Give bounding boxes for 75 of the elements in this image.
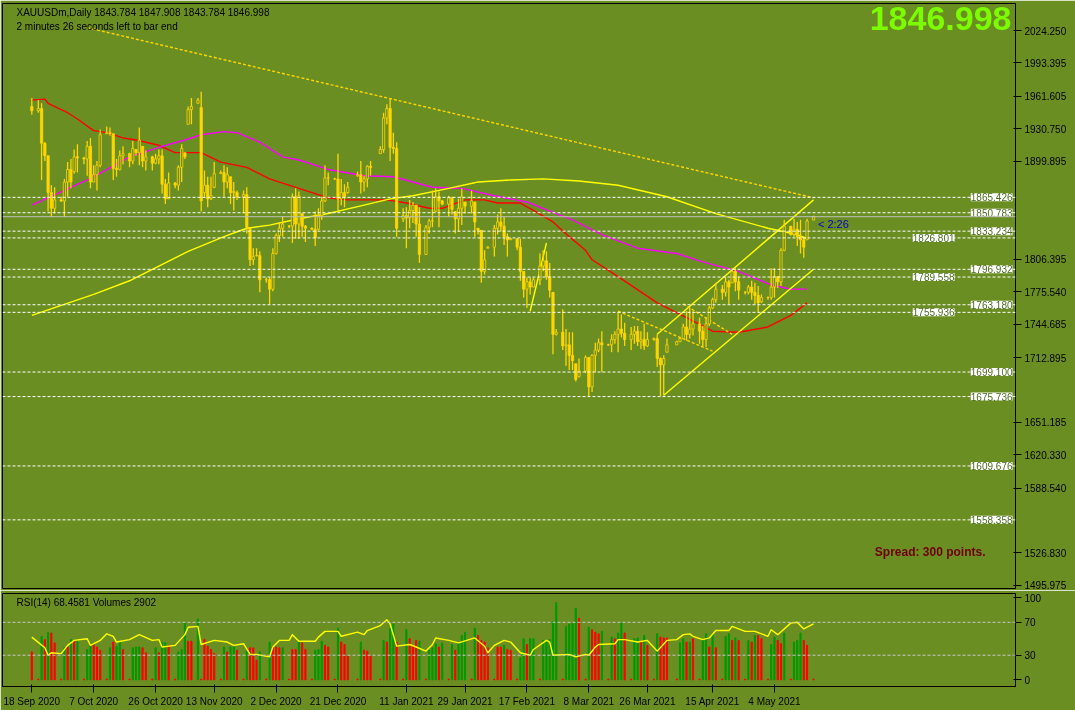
line-series: [31, 98, 808, 333]
candlestick: [639, 330, 643, 350]
candlestick: [75, 143, 79, 174]
candlestick: [411, 201, 415, 224]
candlestick: [225, 166, 229, 189]
y-tick-label: 1495.975: [1024, 580, 1067, 592]
y-tick-label: 1961.605: [1024, 91, 1067, 103]
y-tick-label: 1651.185: [1024, 417, 1067, 429]
candlestick: [769, 267, 773, 301]
ref-line-label: 1558.358: [970, 514, 1013, 526]
candlestick: [642, 323, 646, 351]
chart-title: RSI(14) 68.4581 Volumes 2902: [16, 596, 157, 608]
candlestick: [144, 149, 148, 172]
y-tick-label: 1775.540: [1024, 286, 1067, 298]
y-tick-label: 1588.540: [1024, 483, 1067, 495]
y-tick-label: 1806.395: [1024, 254, 1067, 266]
y-tick-label: 1993.395: [1024, 57, 1067, 69]
y-tick-label: 1930.750: [1024, 123, 1067, 135]
x-tick-label: 17 Feb 2021: [498, 695, 556, 707]
candlestick: [756, 285, 760, 313]
x-tick-label: 4 May 2021: [748, 695, 802, 707]
ref-line-label: 1796.932: [970, 264, 1013, 276]
x-tick-label: 7 Oct 2020: [69, 695, 119, 707]
y-tick-label: 0: [1024, 674, 1031, 686]
annotation: 2 minutes 26 seconds left to bar end: [16, 20, 178, 32]
ref-line-label: 1609.676: [970, 460, 1013, 472]
candlestick: [359, 160, 363, 195]
candlestick: [662, 354, 666, 396]
ref-line-label: 1755.936: [912, 307, 955, 319]
y-tick-label: 100: [1024, 592, 1042, 604]
annotation: 1846.998: [869, 0, 1012, 37]
ref-line-label: 1699.100: [970, 367, 1013, 379]
y-tick-label: 1899.895: [1024, 156, 1067, 168]
y-tick-label: 1526.830: [1024, 547, 1067, 559]
ref-line-label: 1850.783: [970, 207, 1013, 219]
candlestick: [538, 252, 542, 286]
candlestick: [167, 171, 171, 200]
candlestick: [564, 328, 568, 367]
y-tick-label: 2024.250: [1024, 25, 1067, 37]
candlestick: [53, 186, 57, 215]
candlestick: [629, 326, 633, 351]
candlestick: [365, 164, 369, 188]
x-tick-label: 21 Dec 2020: [309, 695, 367, 707]
x-tick-label: 26 Oct 2020: [128, 695, 184, 707]
candlestick: [600, 330, 604, 373]
ref-line-label: 1833.234: [970, 226, 1013, 238]
candlestick: [339, 178, 343, 206]
candlestick: [567, 331, 571, 371]
y-tick-label: 1620.330: [1024, 449, 1067, 461]
x-tick-label: 8 Mar 2021: [563, 695, 615, 707]
x-tick-label: 2 Dec 2020: [250, 695, 303, 707]
y-tick-label: 1712.895: [1024, 352, 1067, 364]
candlestick: [698, 316, 702, 345]
candlestick: [750, 280, 754, 301]
x-tick-label: 26 Mar 2021: [619, 695, 676, 707]
ref-line-label: 1826.801: [912, 232, 955, 244]
ref-line-label: 1865.426: [970, 192, 1013, 204]
ref-line-label: 1675.736: [970, 391, 1013, 403]
annotation: Spread: 300 points.: [874, 544, 986, 559]
x-tick-label: 13 Nov 2020: [185, 695, 244, 707]
ref-line-label: 1763.180: [970, 299, 1013, 311]
x-tick-label: 11 Jan 2021: [379, 695, 434, 707]
y-tick-label: 1744.685: [1024, 319, 1067, 331]
line-series: [31, 619, 815, 658]
x-tick-label: 15 Apr 2021: [685, 695, 740, 707]
candlestick: [281, 216, 285, 238]
candlestick: [636, 325, 640, 347]
annotation: < 2:26: [817, 218, 849, 231]
y-tick-label: 70: [1024, 617, 1037, 629]
chart-title: XAUUSDm,Daily 1843.784 1847.908 1843.784 1846.998: [16, 6, 270, 18]
y-tick-label: 30: [1024, 650, 1037, 662]
candlestick: [430, 189, 434, 228]
x-tick-label: 18 Sep 2020: [3, 695, 61, 707]
ref-line-label: 1789.558: [912, 272, 955, 284]
x-tick-label: 29 Jan 2021: [437, 695, 493, 707]
